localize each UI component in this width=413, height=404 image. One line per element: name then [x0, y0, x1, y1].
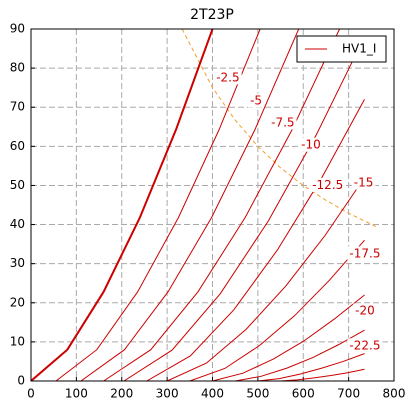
- label-bg: [299, 137, 323, 152]
- plate-curve: [280, 368, 365, 381]
- plate-curve: [80, 29, 300, 381]
- x-tick-label: 600: [292, 387, 315, 401]
- label-bg: [347, 338, 383, 353]
- chart-title: 2T23P: [190, 7, 234, 23]
- curve-label: -7.5: [271, 115, 294, 129]
- x-tick-label: 700: [337, 387, 360, 401]
- label-bg: [347, 246, 383, 261]
- label-bg: [353, 303, 377, 318]
- y-tick-label: 60: [10, 139, 25, 153]
- curve-label: -17.5: [349, 246, 380, 260]
- y-tick-label: 70: [10, 100, 25, 114]
- plate-curve: [212, 294, 365, 381]
- legend-label: HV1_I: [342, 42, 376, 56]
- curve-label: -15: [354, 176, 374, 190]
- label-bg: [310, 177, 346, 192]
- x-tick-label: 800: [383, 387, 406, 401]
- y-tick-label: 0: [17, 374, 25, 388]
- y-tick-label: 10: [10, 334, 25, 348]
- plate-curve: [189, 239, 365, 381]
- plate-curve: [146, 99, 365, 381]
- x-tick-label: 500: [246, 387, 269, 401]
- curve-label: -20: [355, 303, 375, 317]
- x-tick-label: 300: [156, 387, 179, 401]
- y-tick-label: 50: [10, 178, 25, 192]
- y-tick-label: 90: [10, 22, 25, 36]
- curve-label: -22.5: [349, 338, 380, 352]
- label-bg: [351, 175, 376, 190]
- plate-curve: [31, 29, 214, 381]
- plate-curve: [235, 329, 365, 381]
- curve-label: -2.5: [216, 70, 239, 84]
- label-bg: [248, 93, 265, 108]
- plate-curve: [103, 29, 341, 381]
- y-tick-label: 20: [10, 295, 25, 309]
- label-bg: [214, 70, 242, 85]
- x-tick-label: 100: [65, 387, 88, 401]
- plate-curve: [166, 177, 365, 381]
- plate-curve: [257, 353, 365, 381]
- y-tick-label: 40: [10, 217, 25, 231]
- x-tick-label: 400: [201, 387, 224, 401]
- plate-curve: [55, 29, 261, 381]
- curve-label: -12.5: [312, 178, 343, 192]
- limit-curve: [181, 29, 377, 227]
- plate-curve: [123, 36, 365, 381]
- x-tick-label: 0: [27, 387, 35, 401]
- curve-label: -5: [250, 93, 262, 107]
- y-tick-label: 30: [10, 256, 25, 270]
- label-bg: [269, 115, 297, 130]
- x-tick-label: 200: [110, 387, 133, 401]
- curve-label: -10: [301, 138, 321, 152]
- frame: [30, 28, 395, 382]
- y-tick-label: 80: [10, 61, 25, 75]
